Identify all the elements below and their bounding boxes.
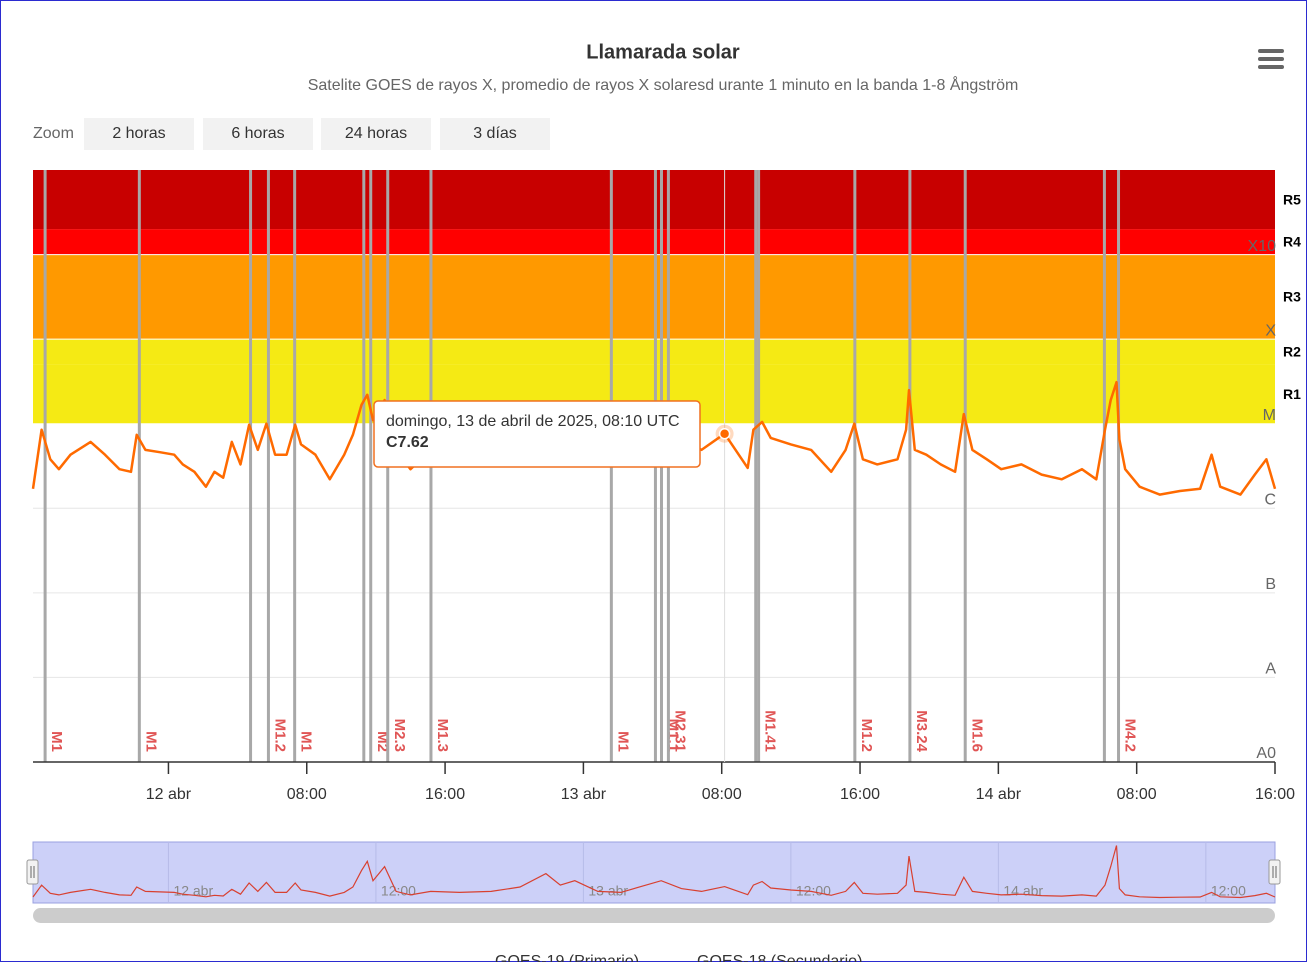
- tooltip-title: domingo, 13 de abril de 2025, 08:10 UTC: [386, 413, 680, 430]
- navigator-tick-label: 12:00: [796, 883, 831, 899]
- band-label: R1: [1283, 386, 1301, 402]
- x-tick-label: 08:00: [702, 786, 742, 803]
- scrollbar[interactable]: [33, 908, 1275, 923]
- band-label: R3: [1283, 289, 1301, 305]
- zoom-button-bg: [321, 118, 431, 150]
- x-tick-label: 13 abr: [561, 786, 607, 803]
- event-label: M1.3: [434, 719, 451, 752]
- event-label: M1: [298, 731, 315, 752]
- zoom-button[interactable]: 6 horas: [203, 118, 313, 150]
- x-tick-label: 16:00: [840, 786, 880, 803]
- menu-bar: [1258, 65, 1284, 69]
- hover-point: [718, 427, 731, 440]
- y-tick-label: X10: [1248, 238, 1277, 255]
- navigator-handle[interactable]: [26, 859, 39, 885]
- zoom-button-label: 24 horas: [345, 125, 407, 142]
- band-label: R2: [1283, 344, 1301, 360]
- y-tick-label: M: [1263, 407, 1276, 424]
- event-label: M1.6: [968, 719, 985, 752]
- y-tick-label: A0: [1256, 745, 1276, 762]
- x-tick-label: 08:00: [287, 786, 327, 803]
- y-tick-label: A: [1265, 661, 1276, 678]
- y-tick-label: X: [1265, 322, 1276, 339]
- handle-body: [26, 859, 39, 885]
- handle-body: [1268, 859, 1281, 885]
- event-label: M1.2: [858, 719, 875, 752]
- tooltip-box: [373, 400, 701, 468]
- navigator-line: [32, 845, 1276, 899]
- zoom-button-label: 2 horas: [112, 125, 165, 142]
- navigator-window: [32, 841, 1276, 904]
- zoom-button-bg: [203, 118, 313, 150]
- y-tick-label: C: [1264, 492, 1276, 509]
- x-tick-label: 16:00: [1255, 786, 1295, 803]
- zoom-button-label: 6 horas: [231, 125, 284, 142]
- y-tick-label: B: [1265, 576, 1276, 593]
- x-tick-label: 16:00: [425, 786, 465, 803]
- event-label: M1: [48, 731, 65, 752]
- x-tick-label: 08:00: [1117, 786, 1157, 803]
- menu-bar: [1258, 49, 1284, 53]
- navigator-tick-label: 13 abr: [588, 883, 628, 899]
- band-label: R4: [1283, 234, 1301, 250]
- event-label: M2.31: [671, 710, 688, 752]
- navigator-tick-label: 12:00: [1211, 883, 1246, 899]
- menu-bar: [1258, 57, 1284, 61]
- legend-item[interactable]: GOES-18 (Secundario): [697, 953, 862, 962]
- zoom-button-bg: [440, 118, 550, 150]
- chart-subtitle: Satelite GOES de rayos X, promedio de ra…: [308, 75, 1019, 94]
- event-label: M3.24: [913, 710, 930, 752]
- tooltip: domingo, 13 de abril de 2025, 08:10 UTC C…: [373, 400, 701, 468]
- chart-title: Llamarada solar: [586, 41, 740, 63]
- band-label: R5: [1283, 191, 1301, 207]
- event-label: M2.3: [391, 719, 408, 752]
- event-label: M1.2: [271, 719, 288, 752]
- zoom-button[interactable]: 24 horas: [321, 118, 431, 150]
- tooltip-value: C7.62: [386, 434, 429, 451]
- menu-button[interactable]: [1258, 49, 1284, 69]
- x-tick-label: 14 abr: [976, 786, 1022, 803]
- legend-item[interactable]: GOES-19 (Primario): [495, 953, 639, 962]
- zoom-button[interactable]: 3 días: [440, 118, 550, 150]
- navigator-handle[interactable]: [1268, 859, 1281, 885]
- navigator-tick-label: 14 abr: [1003, 883, 1043, 899]
- x-tick-label: 12 abr: [146, 786, 192, 803]
- zoom-button-bg: [84, 118, 194, 150]
- navigator-tick-label: 12:00: [381, 883, 416, 899]
- zoom-button-label: 3 días: [473, 125, 517, 142]
- zoom-button[interactable]: 2 horas: [84, 118, 194, 150]
- zoom-label: Zoom: [33, 125, 74, 142]
- event-label: M1.41: [762, 710, 779, 752]
- event-label: M1: [614, 731, 631, 752]
- event-label: M4.2: [1122, 719, 1139, 752]
- event-label: M1: [142, 731, 159, 752]
